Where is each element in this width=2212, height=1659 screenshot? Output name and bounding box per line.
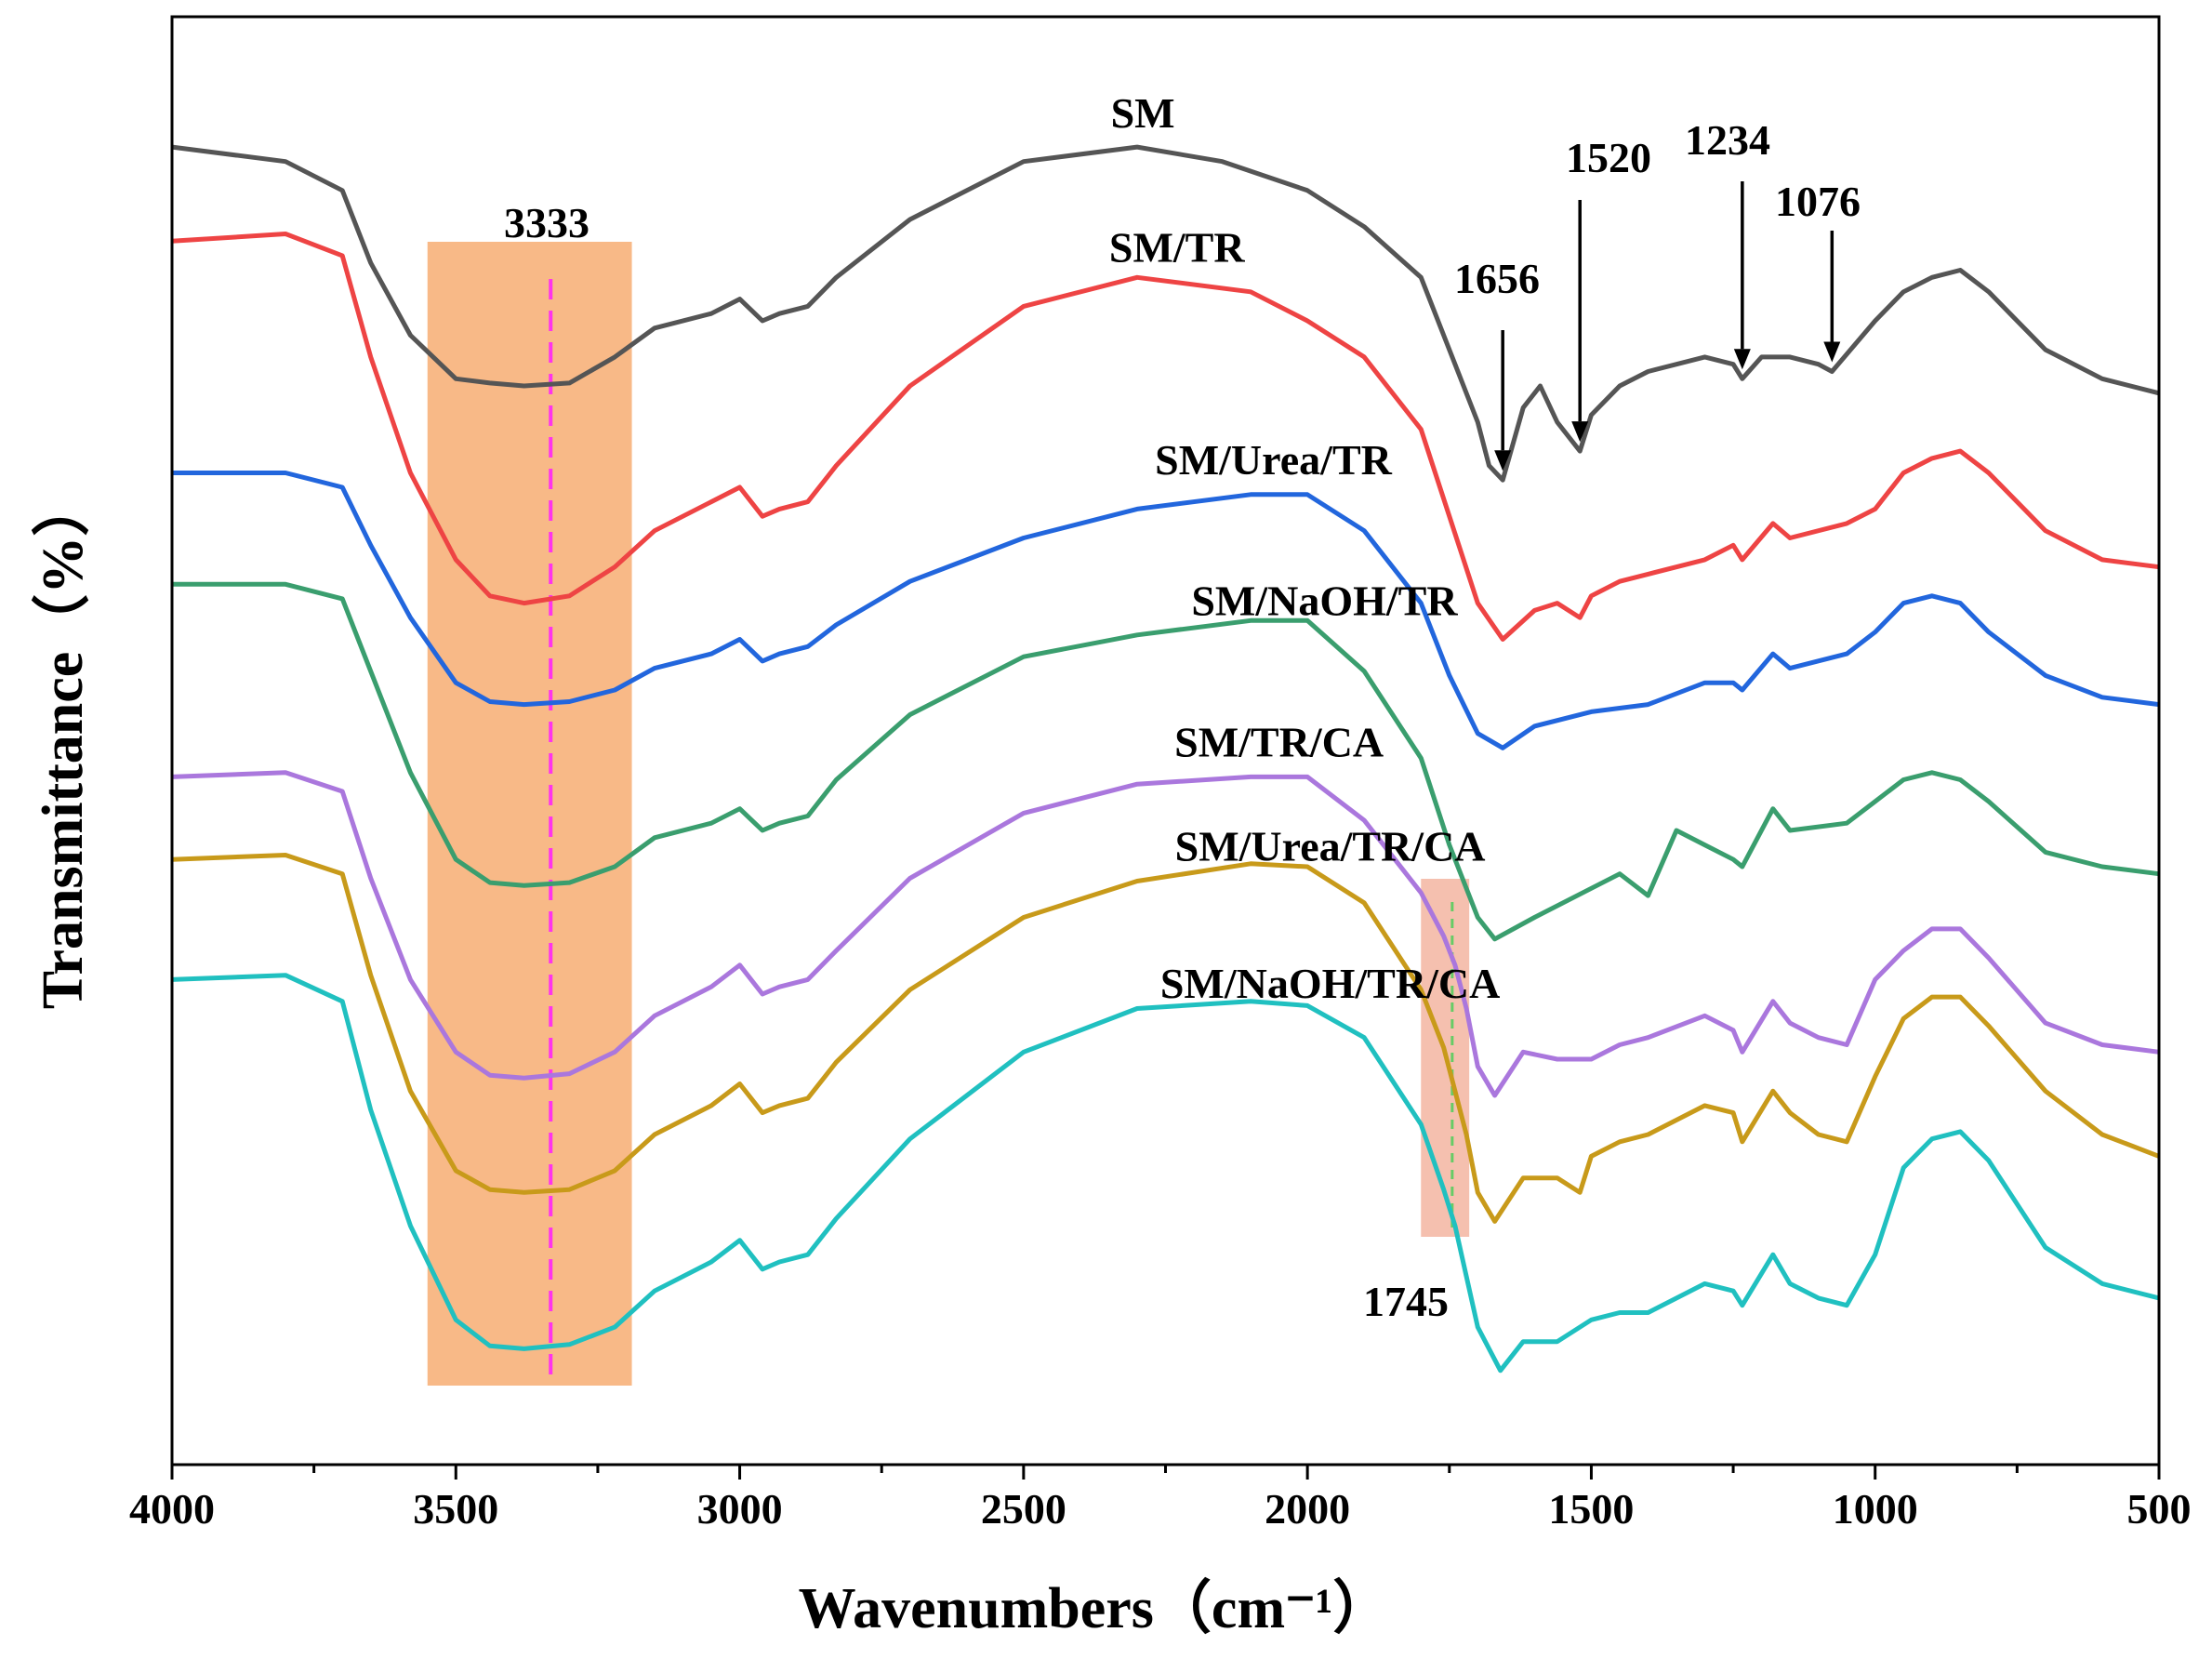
series-sm-urea-tr-ca [171, 853, 2160, 1224]
arrow-1656-head [1494, 450, 1512, 471]
series-label-sm-urea-tr-ca: SM/Urea/TR/CA [1175, 823, 1486, 870]
series-label-sm-urea-tr: SM/Urea/TR [1155, 436, 1392, 484]
peak-label-1520: 1520 [1566, 134, 1651, 181]
series-label-sm-tr: SM/TR [1109, 224, 1245, 272]
series-sm-tr [171, 232, 2160, 642]
series-sm-tr-ca [171, 770, 2160, 1098]
x-tick-label-1500: 1500 [1548, 1485, 1634, 1533]
series-sm-naoh-tr-ca [171, 973, 2160, 1374]
peak-label-3333: 3333 [504, 199, 589, 246]
series-labels: SM SM/TR SM/Urea/TR SM/NaOH/TR SM/TR/CA SM/Ur… [1109, 89, 1500, 1007]
arrow-1520-head [1571, 421, 1589, 443]
x-tick-label-500: 500 [2127, 1485, 2192, 1533]
x-tick-label-3500: 3500 [413, 1485, 498, 1533]
peak-label-1745: 1745 [1363, 1278, 1449, 1325]
series-label-sm-tr-ca: SM/TR/CA [1174, 718, 1384, 765]
series-label-sm: SM [1111, 89, 1175, 137]
series-label-sm-naoh-tr: SM/NaOH/TR [1191, 577, 1458, 625]
highlight-bands [427, 242, 1470, 1386]
x-tick-label-2500: 2500 [981, 1485, 1066, 1533]
x-tick-label-3000: 3000 [697, 1485, 783, 1533]
peak-label-1656: 1656 [1454, 255, 1540, 302]
series-sm-urea-tr [172, 471, 2160, 750]
y-axis-title: Transmittance（%） [30, 479, 95, 1010]
x-tick-label-4000: 4000 [129, 1485, 215, 1533]
series-sm-naoh-tr [172, 581, 2160, 942]
arrow-1076-head [1823, 341, 1841, 363]
x-axis-title: Wavenumbers（cm⁻¹） [799, 1575, 1391, 1640]
series-sm [171, 144, 2160, 483]
spectra-series [171, 144, 2160, 1374]
peak-label-1234: 1234 [1685, 116, 1770, 164]
arrow-1234-head [1733, 349, 1751, 370]
x-tick-label-1000: 1000 [1833, 1485, 1918, 1533]
series-label-sm-naoh-tr-ca: SM/NaOH/TR/CA [1160, 960, 1500, 1007]
peak-label-1076: 1076 [1775, 178, 1861, 225]
axes: 4000 3500 3000 2500 2000 1500 1000 500 [129, 15, 2192, 1533]
band-oh-band [427, 242, 632, 1386]
x-tick-label-2000: 2000 [1265, 1485, 1350, 1533]
